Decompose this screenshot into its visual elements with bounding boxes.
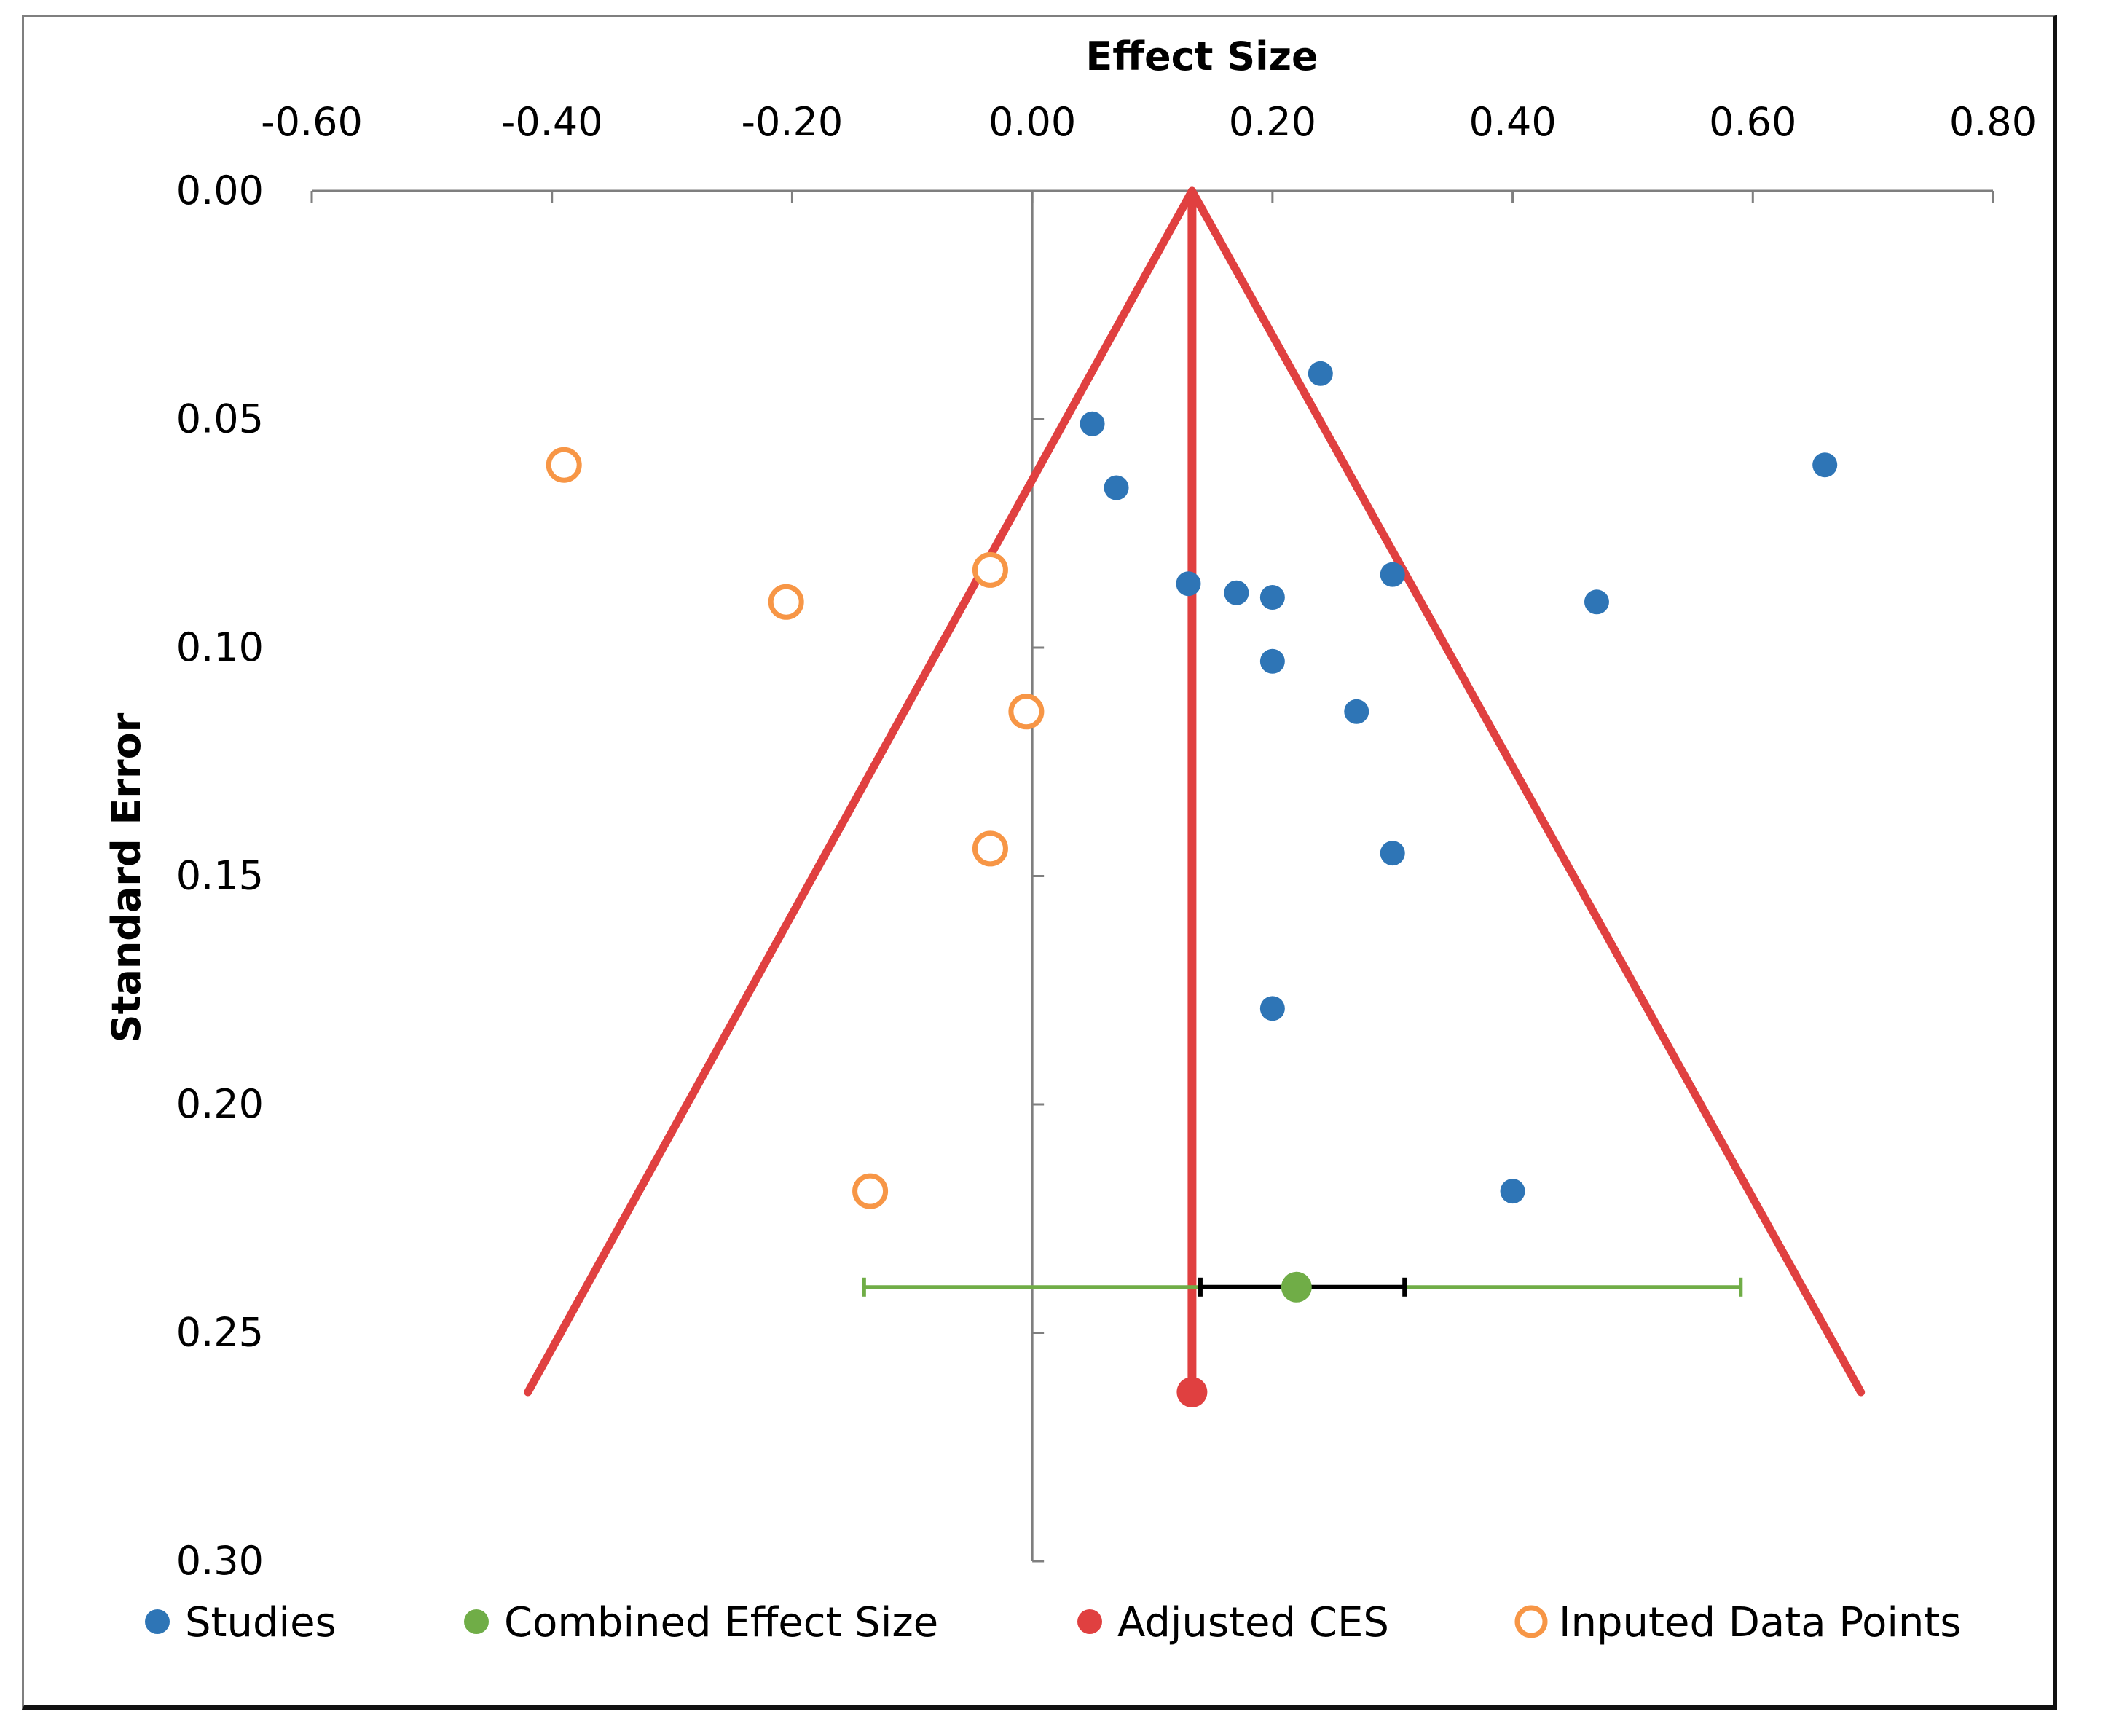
inputed-data-points-point: [546, 447, 582, 483]
studies-point: [1500, 1179, 1525, 1204]
chart-frame: [22, 15, 2057, 1710]
inputed-data-points-point: [852, 1173, 889, 1209]
legend-label-inputed-data-points: Inputed Data Points: [1559, 1599, 1962, 1646]
y-tick-label: 0.30: [176, 1538, 264, 1584]
x-tick-label: 0.80: [1949, 99, 2037, 145]
x-tick-label: 0.60: [1709, 99, 1796, 145]
legend-marker-inputed-data-points: [1514, 1605, 1548, 1638]
combined-effect-size-point: [1281, 1271, 1312, 1303]
y-axis-title: Standard Error: [103, 712, 149, 1042]
y-tick-label: 0.25: [176, 1310, 264, 1356]
legend-marker-combined-effect-size: [464, 1609, 489, 1634]
adjusted-ces-point: [1176, 1377, 1208, 1408]
y-tick-label: 0.15: [176, 853, 264, 899]
axes-layer: -0.60 -0.40 -0.20 0.00 0.20 0.40 0.60 0.80 0.00 0…: [176, 99, 2037, 1584]
x-tick-label: 0.00: [988, 99, 1076, 145]
studies-point: [1344, 699, 1369, 724]
funnel-right-line: [1187, 186, 1866, 1397]
studies-point: [1380, 562, 1405, 587]
studies-point: [1176, 571, 1201, 597]
funnel-left-line: [524, 186, 1196, 1397]
funnel-layer: [524, 186, 1866, 1397]
studies-point: [1308, 361, 1333, 386]
y-tick-label: 0.10: [176, 624, 264, 670]
y-tick-label: 0.20: [176, 1081, 264, 1127]
inputed-data-points-point: [972, 551, 1008, 588]
points-layer: [546, 361, 1838, 1408]
x-tick-label: 0.20: [1229, 99, 1316, 145]
inputed-data-points-point: [1008, 694, 1045, 730]
studies-point: [1259, 585, 1285, 610]
studies-point: [1104, 475, 1129, 500]
legend-label-adjusted-ces: Adjusted CES: [1117, 1599, 1389, 1646]
studies-point: [1080, 411, 1105, 436]
studies-point: [1584, 589, 1609, 615]
inputed-data-points-point: [972, 830, 1008, 867]
x-tick-label: 0.40: [1469, 99, 1556, 145]
x-tick-label: -0.60: [261, 99, 363, 145]
studies-point: [1259, 996, 1285, 1021]
legend-marker-adjusted-ces: [1077, 1609, 1102, 1634]
studies-point: [1259, 648, 1285, 674]
legend: Studies Combined Effect Size Adjusted CES I…: [145, 1599, 1962, 1646]
legend-label-studies: Studies: [185, 1599, 337, 1646]
x-tick-label: -0.40: [501, 99, 603, 145]
inputed-data-points-point: [768, 584, 804, 620]
y-tick-label: 0.05: [176, 396, 264, 442]
studies-point: [1224, 580, 1249, 605]
x-tick-label: -0.20: [742, 99, 844, 145]
x-axis-title: Effect Size: [1085, 34, 1318, 79]
y-tick-label: 0.00: [176, 168, 264, 213]
studies-point: [1380, 841, 1405, 866]
legend-label-combined-effect-size: Combined Effect Size: [504, 1599, 938, 1646]
legend-marker-studies: [145, 1609, 170, 1634]
studies-point: [1812, 452, 1838, 478]
